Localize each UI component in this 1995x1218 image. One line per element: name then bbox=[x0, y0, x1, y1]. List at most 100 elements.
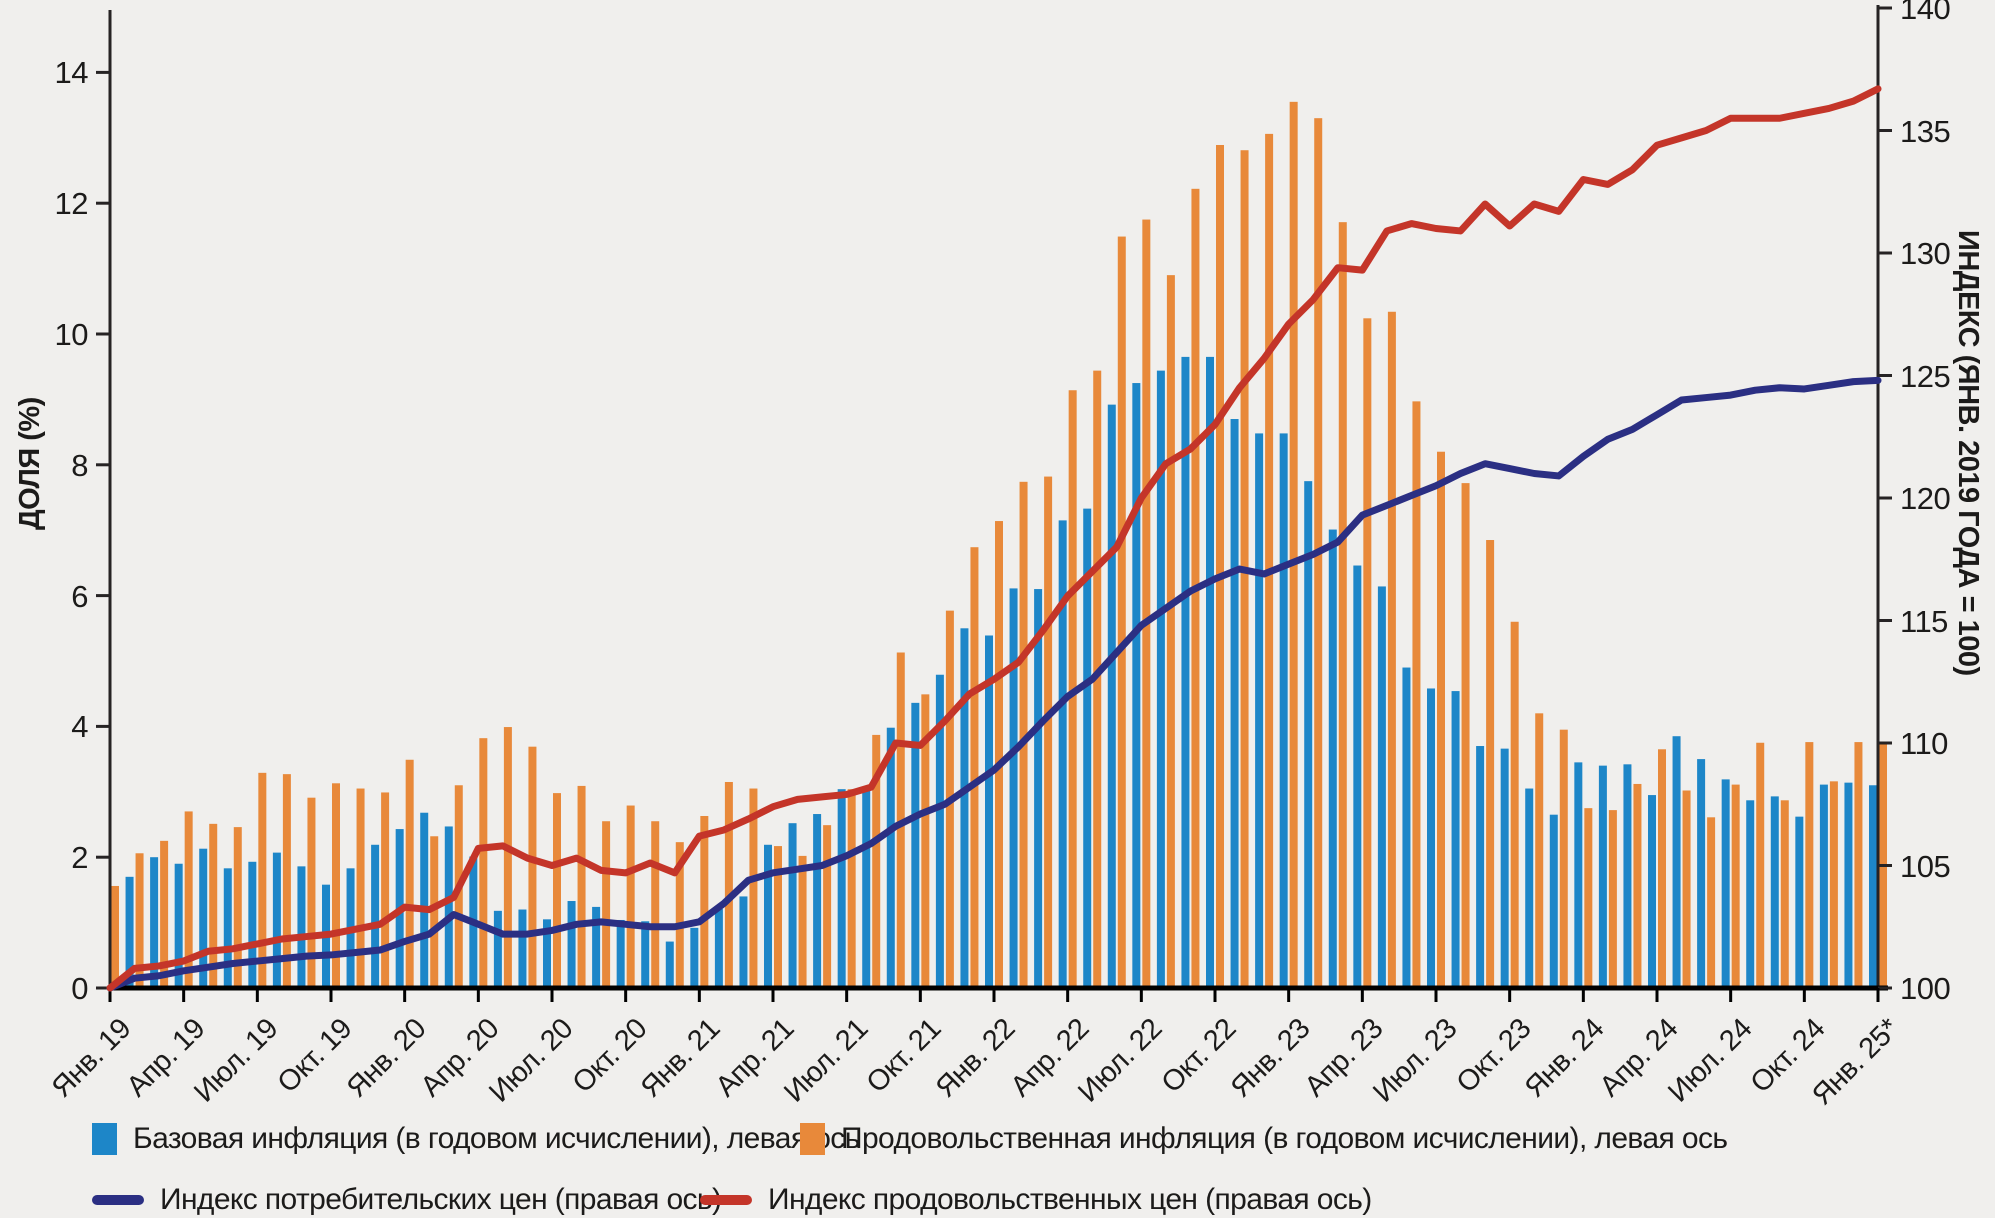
bar-core-36 bbox=[985, 635, 993, 988]
bar-food-10 bbox=[356, 788, 365, 988]
y-right-tick-label-115: 115 bbox=[1900, 603, 1948, 639]
bar-food-45 bbox=[1216, 144, 1224, 988]
bar-core-14 bbox=[444, 826, 453, 988]
bar-food-9 bbox=[332, 783, 340, 988]
bar-food-2 bbox=[160, 840, 169, 988]
bar-core-63 bbox=[1648, 795, 1656, 988]
bar-food-7 bbox=[282, 774, 291, 988]
bar-food-51 bbox=[1363, 318, 1372, 989]
bar-food-11 bbox=[381, 792, 390, 988]
bar-core-70 bbox=[1819, 784, 1828, 988]
bar-core-57 bbox=[1500, 748, 1509, 988]
line-cpi bbox=[106, 376, 1882, 992]
y-left-tick-label-0: 0 bbox=[71, 971, 88, 1006]
bar-food-29 bbox=[823, 825, 832, 988]
bar-food-56 bbox=[1486, 540, 1495, 988]
bar-core-8 bbox=[297, 866, 306, 988]
y-right-tick-label-105: 105 bbox=[1900, 848, 1951, 884]
bar-food-16 bbox=[503, 727, 512, 988]
y-left-tick-label-10: 10 bbox=[54, 317, 89, 352]
y-right-tick-label-130: 130 bbox=[1900, 236, 1951, 271]
bar-core-47 bbox=[1255, 433, 1264, 989]
bar-food-68 bbox=[1780, 800, 1789, 988]
bar-core-65 bbox=[1697, 759, 1706, 988]
bar-core-46 bbox=[1230, 419, 1239, 988]
bar-food-59 bbox=[1559, 729, 1568, 988]
bar-core-17 bbox=[518, 909, 527, 988]
bar-food-6 bbox=[258, 772, 267, 988]
legend-label-1: Продовольственная инфляция (в годовом ис… bbox=[841, 1122, 1728, 1155]
bar-core-38 bbox=[1034, 589, 1043, 988]
bar-food-53 bbox=[1412, 401, 1421, 988]
bar-core-34 bbox=[935, 674, 944, 988]
y-right-tick-label-110: 110 bbox=[1900, 726, 1948, 761]
bar-food-4 bbox=[209, 823, 218, 988]
bar-core-7 bbox=[272, 852, 281, 988]
bar-food-61 bbox=[1608, 810, 1617, 988]
bar-core-28 bbox=[788, 823, 797, 988]
bar-food-37 bbox=[1019, 481, 1028, 988]
bar-food-60 bbox=[1584, 808, 1593, 988]
bar-core-49 bbox=[1304, 481, 1313, 988]
bar-food-55 bbox=[1461, 483, 1470, 988]
bar-food-20 bbox=[602, 821, 611, 988]
y-right-tick-label-100: 100 bbox=[1900, 971, 1951, 1006]
bar-food-71 bbox=[1854, 742, 1863, 988]
bar-food-70 bbox=[1829, 781, 1838, 988]
legend-label-3: Индекс продовольственных цен (правая ось… bbox=[768, 1183, 1372, 1216]
bar-core-26 bbox=[739, 896, 748, 988]
bar-food-8 bbox=[307, 797, 316, 988]
bar-core-60 bbox=[1574, 762, 1583, 988]
bar-core-2 bbox=[150, 857, 159, 988]
bar-food-15 bbox=[479, 738, 488, 988]
bar-core-27 bbox=[764, 844, 772, 988]
bar-core-51 bbox=[1353, 565, 1362, 988]
bar-food-63 bbox=[1658, 749, 1666, 988]
legend-swatch-line-3 bbox=[700, 1195, 752, 1205]
bar-core-31 bbox=[862, 789, 871, 988]
bar-food-5 bbox=[233, 827, 242, 988]
bar-food-58 bbox=[1535, 713, 1544, 988]
bar-food-42 bbox=[1142, 219, 1151, 989]
bar-core-44 bbox=[1181, 356, 1190, 988]
legend-item-2: Индекс потребительских цен (правая ось) bbox=[92, 1183, 722, 1217]
bar-food-18 bbox=[553, 793, 561, 988]
bar-core-61 bbox=[1598, 765, 1607, 988]
bar-food-1 bbox=[135, 853, 144, 988]
y-left-tick-label-8: 8 bbox=[71, 447, 88, 483]
bar-core-20 bbox=[592, 906, 601, 988]
bar-core-11 bbox=[371, 844, 380, 988]
legend-item-1: Продовольственная инфляция (в годовом ис… bbox=[800, 1122, 1728, 1156]
bar-core-33 bbox=[911, 702, 920, 988]
bar-core-24 bbox=[690, 927, 699, 988]
bar-food-41 bbox=[1117, 236, 1126, 988]
y-left-tick-label-14: 14 bbox=[54, 55, 89, 91]
bar-core-48 bbox=[1279, 433, 1288, 989]
bar-food-17 bbox=[528, 746, 537, 988]
bar-food-22 bbox=[651, 821, 660, 988]
bar-core-30 bbox=[837, 789, 846, 988]
legend-label-2: Индекс потребительских цен (правая ось) bbox=[160, 1183, 722, 1216]
y-right-tick-label-125: 125 bbox=[1900, 358, 1951, 394]
bar-core-50 bbox=[1328, 529, 1337, 988]
bar-core-1 bbox=[125, 876, 134, 988]
bar-food-52 bbox=[1387, 311, 1396, 988]
bar-food-21 bbox=[626, 805, 635, 988]
bar-core-23 bbox=[665, 941, 674, 988]
y-left-tick-label-2: 2 bbox=[71, 840, 88, 876]
bar-food-40 bbox=[1093, 370, 1102, 988]
bar-food-57 bbox=[1510, 621, 1519, 988]
bar-core-18 bbox=[543, 919, 551, 988]
bar-food-23 bbox=[675, 842, 684, 988]
bar-food-26 bbox=[749, 788, 758, 988]
bar-food-54 bbox=[1437, 451, 1445, 989]
bar-core-6 bbox=[248, 861, 257, 988]
bar-core-37 bbox=[1009, 588, 1018, 988]
bar-core-62 bbox=[1623, 764, 1632, 988]
bar-core-5 bbox=[223, 868, 232, 988]
bar-core-39 bbox=[1058, 520, 1067, 988]
bar-food-36 bbox=[995, 521, 1003, 988]
line-food-index bbox=[106, 85, 1882, 992]
